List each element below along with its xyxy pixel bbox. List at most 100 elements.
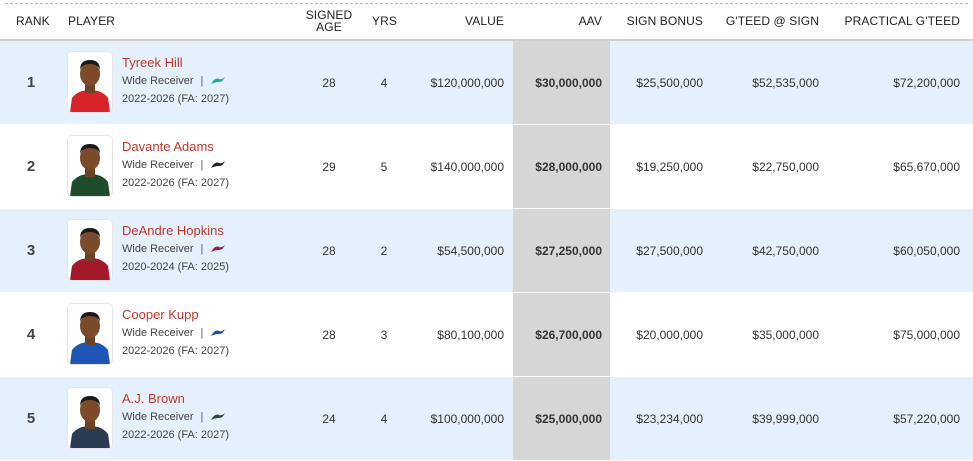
rank-cell: 3 <box>0 209 62 292</box>
rank-cell: 4 <box>0 293 62 376</box>
player-name-link[interactable]: Cooper Kupp <box>122 307 229 323</box>
player-name-link[interactable]: A.J. Brown <box>122 391 229 407</box>
table-row: 3 DeAndre Hopkins Wide Receiver | 2020-2… <box>0 209 973 293</box>
player-position: Wide Receiver | <box>122 156 229 174</box>
position-label: Wide Receiver <box>122 408 194 426</box>
position-label: Wide Receiver <box>122 324 194 342</box>
eagles-logo-icon[interactable] <box>210 411 226 423</box>
practical-gteed-cell: $65,670,000 <box>835 125 960 208</box>
sign-bonus-cell: $25,500,000 <box>610 41 703 124</box>
separator: | <box>201 240 204 258</box>
contract-years: 2022-2026 (FA: 2027) <box>122 342 229 360</box>
practical-gteed-cell: $57,220,000 <box>835 377 960 460</box>
rams-logo-icon[interactable] <box>210 327 226 339</box>
header-sign-bonus[interactable]: SIGN BONUS <box>620 0 703 41</box>
rank-cell: 2 <box>0 125 62 208</box>
aav-cell: $30,000,000 <box>513 41 602 124</box>
separator: | <box>201 156 204 174</box>
yrs-cell: 5 <box>368 125 400 208</box>
header-yrs[interactable]: YRS <box>372 0 397 41</box>
signed-age-cell: 29 <box>303 125 355 208</box>
sign-bonus-cell: $19,250,000 <box>610 125 703 208</box>
value-cell: $120,000,000 <box>410 41 504 124</box>
gteed-at-sign-cell: $39,999,000 <box>720 377 819 460</box>
header-player[interactable]: PLAYER <box>68 0 115 41</box>
sign-bonus-cell: $27,500,000 <box>610 209 703 292</box>
value-cell: $100,000,000 <box>410 377 504 460</box>
player-position: Wide Receiver | <box>122 324 229 342</box>
rank-cell: 5 <box>0 377 62 460</box>
gteed-at-sign-cell: $22,750,000 <box>720 125 819 208</box>
table-row: 5 A.J. Brown Wide Receiver | 2022-2026 (… <box>0 377 973 461</box>
headshot-icon <box>68 220 112 280</box>
player-name-link[interactable]: Davante Adams <box>122 139 229 155</box>
player-headshot[interactable] <box>68 304 112 364</box>
gteed-at-sign-cell: $52,535,000 <box>720 41 819 124</box>
rank-cell: 1 <box>0 41 62 124</box>
aav-cell: $28,000,000 <box>513 125 602 208</box>
position-label: Wide Receiver <box>122 240 194 258</box>
player-headshot[interactable] <box>68 220 112 280</box>
player-position: Wide Receiver | <box>122 72 229 90</box>
headshot-icon <box>68 52 112 112</box>
position-label: Wide Receiver <box>122 156 194 174</box>
dolphins-logo-icon[interactable] <box>210 75 226 87</box>
separator: | <box>201 408 204 426</box>
player-info: DeAndre Hopkins Wide Receiver | 2020-202… <box>122 223 229 276</box>
header-signed-age[interactable]: SIGNED AGE <box>303 0 355 41</box>
table-row: 4 Cooper Kupp Wide Receiver | 2022-2026 … <box>0 293 973 377</box>
yrs-cell: 4 <box>368 41 400 124</box>
player-position: Wide Receiver | <box>122 408 229 426</box>
headshot-icon <box>68 388 112 448</box>
yrs-cell: 4 <box>368 377 400 460</box>
header-gteed-at-sign[interactable]: G'TEED @ SIGN <box>720 0 819 41</box>
gteed-at-sign-cell: $42,750,000 <box>720 209 819 292</box>
header-value[interactable]: VALUE <box>420 0 504 41</box>
separator: | <box>201 324 204 342</box>
header-aav[interactable]: AAV <box>513 0 602 41</box>
yrs-cell: 3 <box>368 293 400 376</box>
value-cell: $80,100,000 <box>410 293 504 376</box>
player-position: Wide Receiver | <box>122 240 229 258</box>
practical-gteed-cell: $75,000,000 <box>835 293 960 376</box>
signed-age-cell: 28 <box>303 41 355 124</box>
value-cell: $54,500,000 <box>410 209 504 292</box>
contract-years: 2020-2024 (FA: 2025) <box>122 258 229 276</box>
practical-gteed-cell: $60,050,000 <box>835 209 960 292</box>
signed-age-cell: 28 <box>303 209 355 292</box>
contract-years: 2022-2026 (FA: 2027) <box>122 90 229 108</box>
player-headshot[interactable] <box>68 136 112 196</box>
aav-cell: $26,700,000 <box>513 293 602 376</box>
cardinals-logo-icon[interactable] <box>210 243 226 255</box>
player-headshot[interactable] <box>68 52 112 112</box>
header-rank[interactable]: RANK <box>16 0 50 41</box>
practical-gteed-cell: $72,200,000 <box>835 41 960 124</box>
gteed-at-sign-cell: $35,000,000 <box>720 293 819 376</box>
position-label: Wide Receiver <box>122 72 194 90</box>
table-header: RANK PLAYER SIGNED AGE YRS VALUE AAV SIG… <box>0 0 973 41</box>
player-name-link[interactable]: DeAndre Hopkins <box>122 223 229 239</box>
player-info: Davante Adams Wide Receiver | 2022-2026 … <box>122 139 229 192</box>
headshot-icon <box>68 304 112 364</box>
player-name-link[interactable]: Tyreek Hill <box>122 55 229 71</box>
signed-age-cell: 28 <box>303 293 355 376</box>
table-row: 1 Tyreek Hill Wide Receiver | 2022-2026 … <box>0 41 973 125</box>
headshot-icon <box>68 136 112 196</box>
aav-cell: $25,000,000 <box>513 377 602 460</box>
player-info: Cooper Kupp Wide Receiver | 2022-2026 (F… <box>122 307 229 360</box>
sign-bonus-cell: $20,000,000 <box>610 293 703 376</box>
player-headshot[interactable] <box>68 388 112 448</box>
table-row: 2 Davante Adams Wide Receiver | 2022-202… <box>0 125 973 209</box>
value-cell: $140,000,000 <box>410 125 504 208</box>
header-practical-gteed[interactable]: PRACTICAL G'TEED <box>835 0 960 41</box>
separator: | <box>201 72 204 90</box>
contract-years: 2022-2026 (FA: 2027) <box>122 174 229 192</box>
contract-years: 2022-2026 (FA: 2027) <box>122 426 229 444</box>
sign-bonus-cell: $23,234,000 <box>610 377 703 460</box>
aav-cell: $27,250,000 <box>513 209 602 292</box>
yrs-cell: 2 <box>368 209 400 292</box>
player-info: A.J. Brown Wide Receiver | 2022-2026 (FA… <box>122 391 229 444</box>
raiders-logo-icon[interactable] <box>210 159 226 171</box>
signed-age-cell: 24 <box>303 377 355 460</box>
